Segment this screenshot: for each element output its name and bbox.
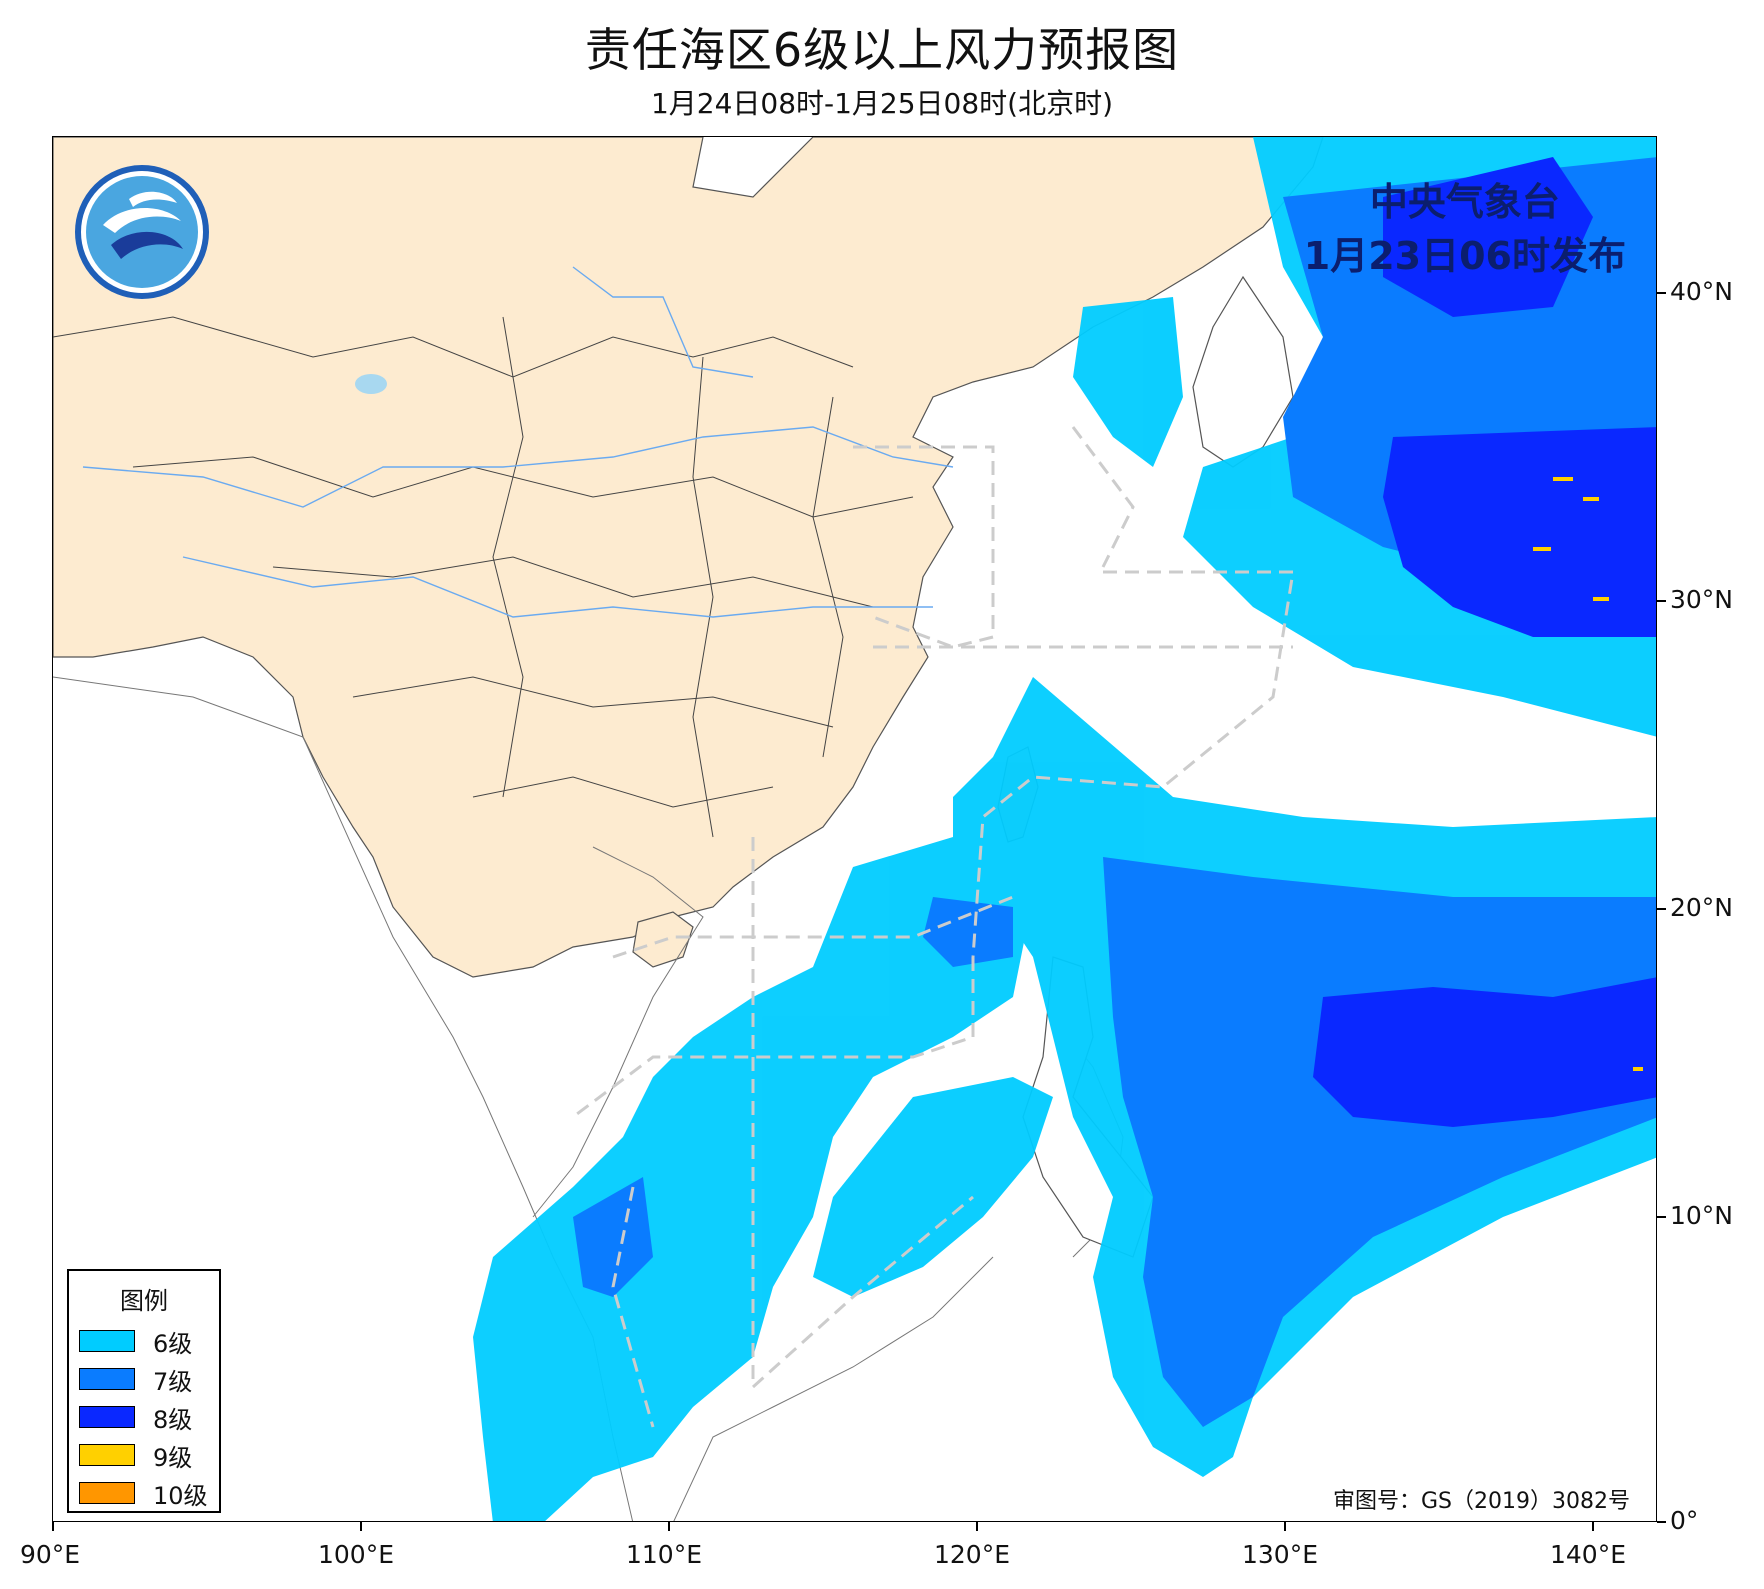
- lon-label: 110°E: [626, 1540, 702, 1569]
- issuer-label: 中央气象台 1月23日06时发布: [1304, 175, 1626, 283]
- issuer-name: 中央气象台: [1304, 175, 1626, 229]
- lat-label: 10°N: [1670, 1201, 1733, 1230]
- lon-label: 120°E: [934, 1540, 1010, 1569]
- lon-tick: [668, 1522, 670, 1531]
- lat-label: 40°N: [1670, 277, 1733, 306]
- legend-swatch: [79, 1482, 135, 1504]
- legend-item: 7级: [69, 1360, 219, 1398]
- legend-label: 9级: [153, 1438, 192, 1473]
- legend-swatch: [79, 1406, 135, 1428]
- legend-label: 6级: [153, 1324, 192, 1359]
- lon-tick: [1284, 1522, 1286, 1531]
- legend-item: 8级: [69, 1398, 219, 1436]
- legend-swatch: [79, 1330, 135, 1352]
- legend-swatch: [79, 1368, 135, 1390]
- lon-label: 100°E: [318, 1540, 394, 1569]
- lat-tick: [1657, 908, 1666, 910]
- approval-number: 审图号：GS（2019）3082号: [1333, 1483, 1630, 1515]
- lon-tick: [52, 1522, 54, 1531]
- lon-label: 90°E: [20, 1540, 80, 1569]
- lat-label: 20°N: [1670, 893, 1733, 922]
- map-canvas: [53, 137, 1657, 1522]
- lon-label: 130°E: [1242, 1540, 1318, 1569]
- lat-label: 30°N: [1670, 585, 1733, 614]
- qinghai-lake: [355, 374, 387, 394]
- cma-logo: [73, 163, 211, 301]
- lat-label: 0°: [1670, 1506, 1698, 1535]
- legend-label: 7级: [153, 1362, 192, 1397]
- lon-tick: [976, 1522, 978, 1531]
- map-title: 责任海区6级以上风力预报图: [0, 14, 1764, 80]
- legend-item: 9级: [69, 1436, 219, 1474]
- legend-label: 10级: [153, 1476, 208, 1511]
- lon-label: 140°E: [1550, 1540, 1626, 1569]
- legend-label: 8级: [153, 1400, 192, 1435]
- legend-swatch: [79, 1444, 135, 1466]
- map-frame: 中央气象台 1月23日06时发布 图例 6级 7级 8级 9级 10级 审图号：…: [52, 136, 1657, 1522]
- legend-item: 6级: [69, 1322, 219, 1360]
- issuer-time: 1月23日06时发布: [1304, 229, 1626, 283]
- lat-tick: [1657, 1216, 1666, 1218]
- lat-tick: [1657, 600, 1666, 602]
- legend-item: 10级: [69, 1474, 219, 1512]
- lon-tick: [1592, 1522, 1594, 1531]
- legend: 图例 6级 7级 8级 9级 10级: [67, 1269, 221, 1513]
- lat-tick: [1657, 1521, 1666, 1523]
- lon-tick: [360, 1522, 362, 1531]
- lat-tick: [1657, 292, 1666, 294]
- map-subtitle: 1月24日08时-1月25日08时(北京时): [0, 82, 1764, 122]
- legend-title: 图例: [69, 1281, 219, 1316]
- korea-peninsula: [1193, 277, 1293, 467]
